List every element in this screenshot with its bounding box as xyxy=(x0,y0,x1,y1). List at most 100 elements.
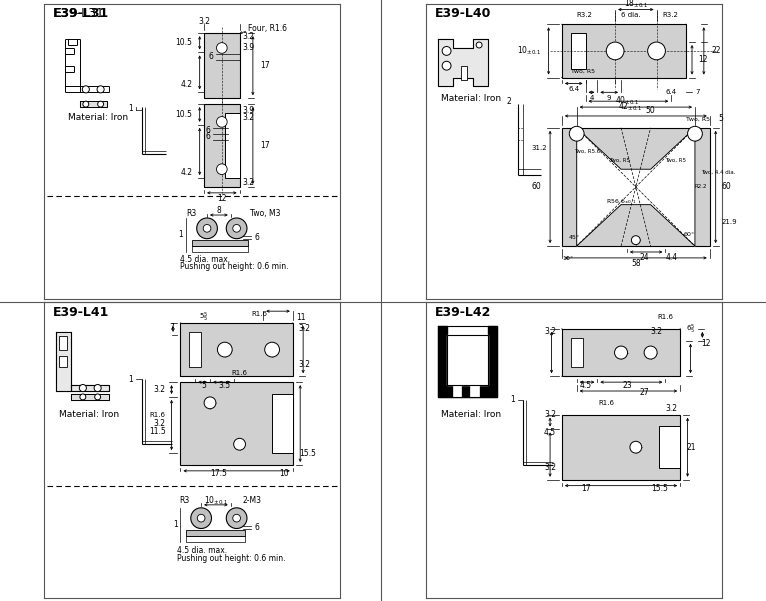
Text: 31.2: 31.2 xyxy=(532,145,547,151)
Text: Material: Iron: Material: Iron xyxy=(59,410,119,419)
Polygon shape xyxy=(437,39,488,87)
Text: 17.5: 17.5 xyxy=(211,469,228,478)
Bar xyxy=(192,246,248,252)
Circle shape xyxy=(265,342,280,357)
Text: R3.2: R3.2 xyxy=(663,13,679,19)
Text: 3.2: 3.2 xyxy=(198,17,210,26)
Text: R2.2: R2.2 xyxy=(695,185,708,189)
Circle shape xyxy=(644,346,657,359)
Text: 6.4: 6.4 xyxy=(666,90,676,96)
Text: 3.5: 3.5 xyxy=(219,380,231,389)
Text: 4.2: 4.2 xyxy=(180,168,192,177)
Text: Two, R5: Two, R5 xyxy=(571,69,594,74)
Text: R1.6: R1.6 xyxy=(598,400,614,406)
Text: 3.9: 3.9 xyxy=(243,106,254,115)
Text: 7: 7 xyxy=(169,323,175,332)
Text: R1.6: R1.6 xyxy=(149,412,165,418)
Text: Material: Iron: Material: Iron xyxy=(440,94,501,103)
Text: 3.2: 3.2 xyxy=(650,328,663,337)
Text: 3.2: 3.2 xyxy=(243,113,254,122)
Bar xyxy=(571,338,583,367)
Text: 21: 21 xyxy=(686,443,696,452)
Text: Two, R5: Two, R5 xyxy=(609,158,630,163)
Text: 9: 9 xyxy=(607,95,611,101)
Polygon shape xyxy=(437,326,497,397)
Circle shape xyxy=(648,42,666,59)
Circle shape xyxy=(606,42,624,59)
Text: 2: 2 xyxy=(507,97,512,106)
Text: 6: 6 xyxy=(254,522,259,531)
Text: 3.2: 3.2 xyxy=(154,419,165,428)
Text: R56.6$_{\pm0.1}$: R56.6$_{\pm0.1}$ xyxy=(606,197,637,206)
Text: Material: Iron: Material: Iron xyxy=(440,410,501,419)
Text: 23: 23 xyxy=(622,380,632,389)
Circle shape xyxy=(233,225,241,232)
Circle shape xyxy=(191,508,211,528)
Text: 6: 6 xyxy=(254,233,259,242)
Bar xyxy=(562,128,710,246)
Text: E39-L40: E39-L40 xyxy=(435,7,491,20)
Circle shape xyxy=(82,86,90,93)
Text: 4.2: 4.2 xyxy=(180,81,192,90)
Polygon shape xyxy=(71,385,110,391)
Bar xyxy=(181,382,293,465)
Text: 6: 6 xyxy=(205,126,210,135)
Text: 10.5: 10.5 xyxy=(175,110,192,119)
Text: $45°$: $45°$ xyxy=(568,233,581,241)
Text: 3.2: 3.2 xyxy=(666,404,677,413)
Text: 3.9: 3.9 xyxy=(243,43,254,52)
Text: $10°$: $10°$ xyxy=(561,254,574,262)
Circle shape xyxy=(631,236,640,245)
Bar xyxy=(181,323,293,376)
Circle shape xyxy=(218,342,232,357)
Text: Two, R5: Two, R5 xyxy=(686,117,710,121)
Text: 12: 12 xyxy=(701,339,710,348)
Text: 4.5: 4.5 xyxy=(580,380,591,389)
Text: E39-L31: E39-L31 xyxy=(54,7,110,20)
Bar xyxy=(660,427,680,468)
Circle shape xyxy=(233,514,241,522)
Circle shape xyxy=(80,394,86,400)
Text: 4: 4 xyxy=(589,95,594,101)
Circle shape xyxy=(217,117,228,127)
Polygon shape xyxy=(447,335,488,385)
Text: Two, 4.4 dia.: Two, 4.4 dia. xyxy=(701,169,735,175)
Text: 58: 58 xyxy=(631,259,640,268)
Circle shape xyxy=(442,61,451,70)
Text: 27: 27 xyxy=(640,388,650,397)
Text: R3: R3 xyxy=(179,496,189,505)
Text: 6.4: 6.4 xyxy=(568,87,579,93)
Text: R1.6: R1.6 xyxy=(657,314,673,320)
Circle shape xyxy=(476,42,482,48)
Text: 21.9: 21.9 xyxy=(722,219,737,225)
Text: Pushing out height: 0.6 min.: Pushing out height: 0.6 min. xyxy=(178,554,286,563)
Text: R3: R3 xyxy=(186,209,197,218)
Text: 10.5: 10.5 xyxy=(175,37,192,46)
Circle shape xyxy=(217,43,228,53)
Bar xyxy=(562,24,686,78)
Polygon shape xyxy=(577,128,695,246)
Text: Two, R5.6: Two, R5.6 xyxy=(574,149,600,154)
Text: $40_{\pm0.1}$: $40_{\pm0.1}$ xyxy=(615,95,639,108)
Polygon shape xyxy=(56,332,71,391)
Text: Two, M3: Two, M3 xyxy=(250,209,280,218)
Circle shape xyxy=(95,394,100,400)
Text: Material: Iron: Material: Iron xyxy=(68,113,128,122)
Text: 3.2: 3.2 xyxy=(544,328,556,337)
Text: 3.2: 3.2 xyxy=(544,410,556,419)
Bar xyxy=(186,536,245,542)
Text: E39-L41: E39-L41 xyxy=(54,306,110,319)
Text: $42_{\pm0.1}$: $42_{\pm0.1}$ xyxy=(618,101,642,114)
Text: E39-L31: E39-L31 xyxy=(54,7,104,20)
Polygon shape xyxy=(71,394,110,400)
Text: 5: 5 xyxy=(201,380,207,389)
Text: 8: 8 xyxy=(217,206,221,215)
Circle shape xyxy=(569,126,584,141)
Circle shape xyxy=(97,101,103,107)
Text: 1: 1 xyxy=(172,520,178,528)
Text: 10: 10 xyxy=(279,469,289,478)
Bar xyxy=(272,394,293,453)
Text: 1: 1 xyxy=(129,104,133,113)
Bar xyxy=(59,337,67,350)
Text: 17: 17 xyxy=(260,141,270,150)
